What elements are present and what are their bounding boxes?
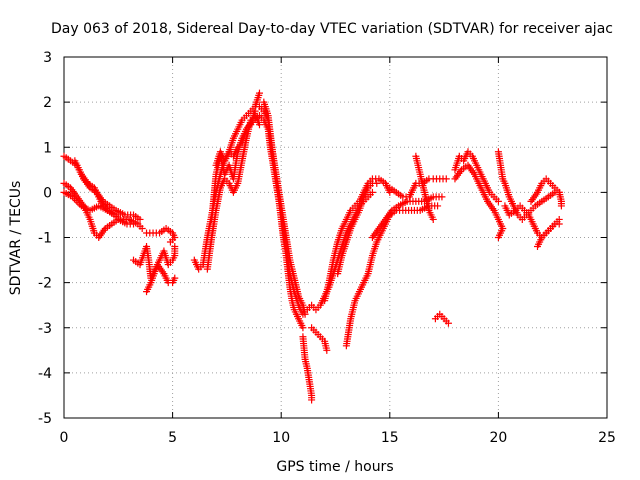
ticks [63,56,608,419]
series [143,261,179,296]
y-tick-label: 3 [43,50,52,66]
chart-title: Day 063 of 2018, Sidereal Day-to-day VTE… [51,21,613,37]
y-tick-label: -1 [38,231,52,247]
data-point [442,175,450,183]
data-point [308,396,316,404]
series [203,112,263,273]
data-point [434,202,442,210]
data-point [138,224,146,232]
data-point [555,215,563,223]
x-tick-label: 25 [598,430,616,446]
series [451,148,502,205]
data-point [299,310,307,318]
data-point [251,107,259,115]
y-tick-label: -3 [38,321,52,337]
data-point [494,234,502,241]
y-tick-label: -2 [38,276,52,292]
data-point [171,243,179,251]
x-tick-label: 20 [489,430,507,446]
series [451,161,507,241]
data-point [255,89,263,97]
data-point [429,215,437,223]
series [260,98,307,318]
y-axis-label: SDTVAR / TECUs [8,181,24,296]
data-point [368,188,376,196]
series [60,188,120,219]
data-point [438,193,446,201]
series [527,175,565,210]
data-point [299,324,307,332]
x-axis-label: GPS time / hours [276,459,393,475]
y-tick-label: 2 [43,95,52,111]
data-point [136,215,144,223]
data-point [323,346,331,354]
series [386,175,450,201]
data-point [444,319,452,327]
y-tick-label: -5 [38,411,52,427]
x-tick-label: 0 [60,430,69,446]
series [412,152,437,223]
x-tick-labels: 0 5 10 15 20 25 [60,430,616,446]
series [334,179,381,278]
y-tick-label: -4 [38,366,52,382]
x-tick-label: 5 [168,430,177,446]
series [368,193,446,241]
data-point [166,238,174,246]
series [299,333,316,404]
y-tick-labels: -5 -4 -3 -2 -1 0 1 2 3 [38,50,52,427]
data-point [494,197,502,205]
data-point [557,202,565,210]
x-tick-label: 15 [381,430,399,446]
series [533,215,563,251]
data-point [171,274,179,282]
data-point [112,211,120,219]
data-point [255,121,263,129]
x-tick-label: 10 [272,430,290,446]
series [308,324,331,354]
data-points [60,89,565,404]
series [431,310,452,327]
y-tick-label: 1 [43,140,52,156]
series [143,224,179,246]
y-tick-label: 0 [43,185,52,201]
data-point [373,179,381,187]
